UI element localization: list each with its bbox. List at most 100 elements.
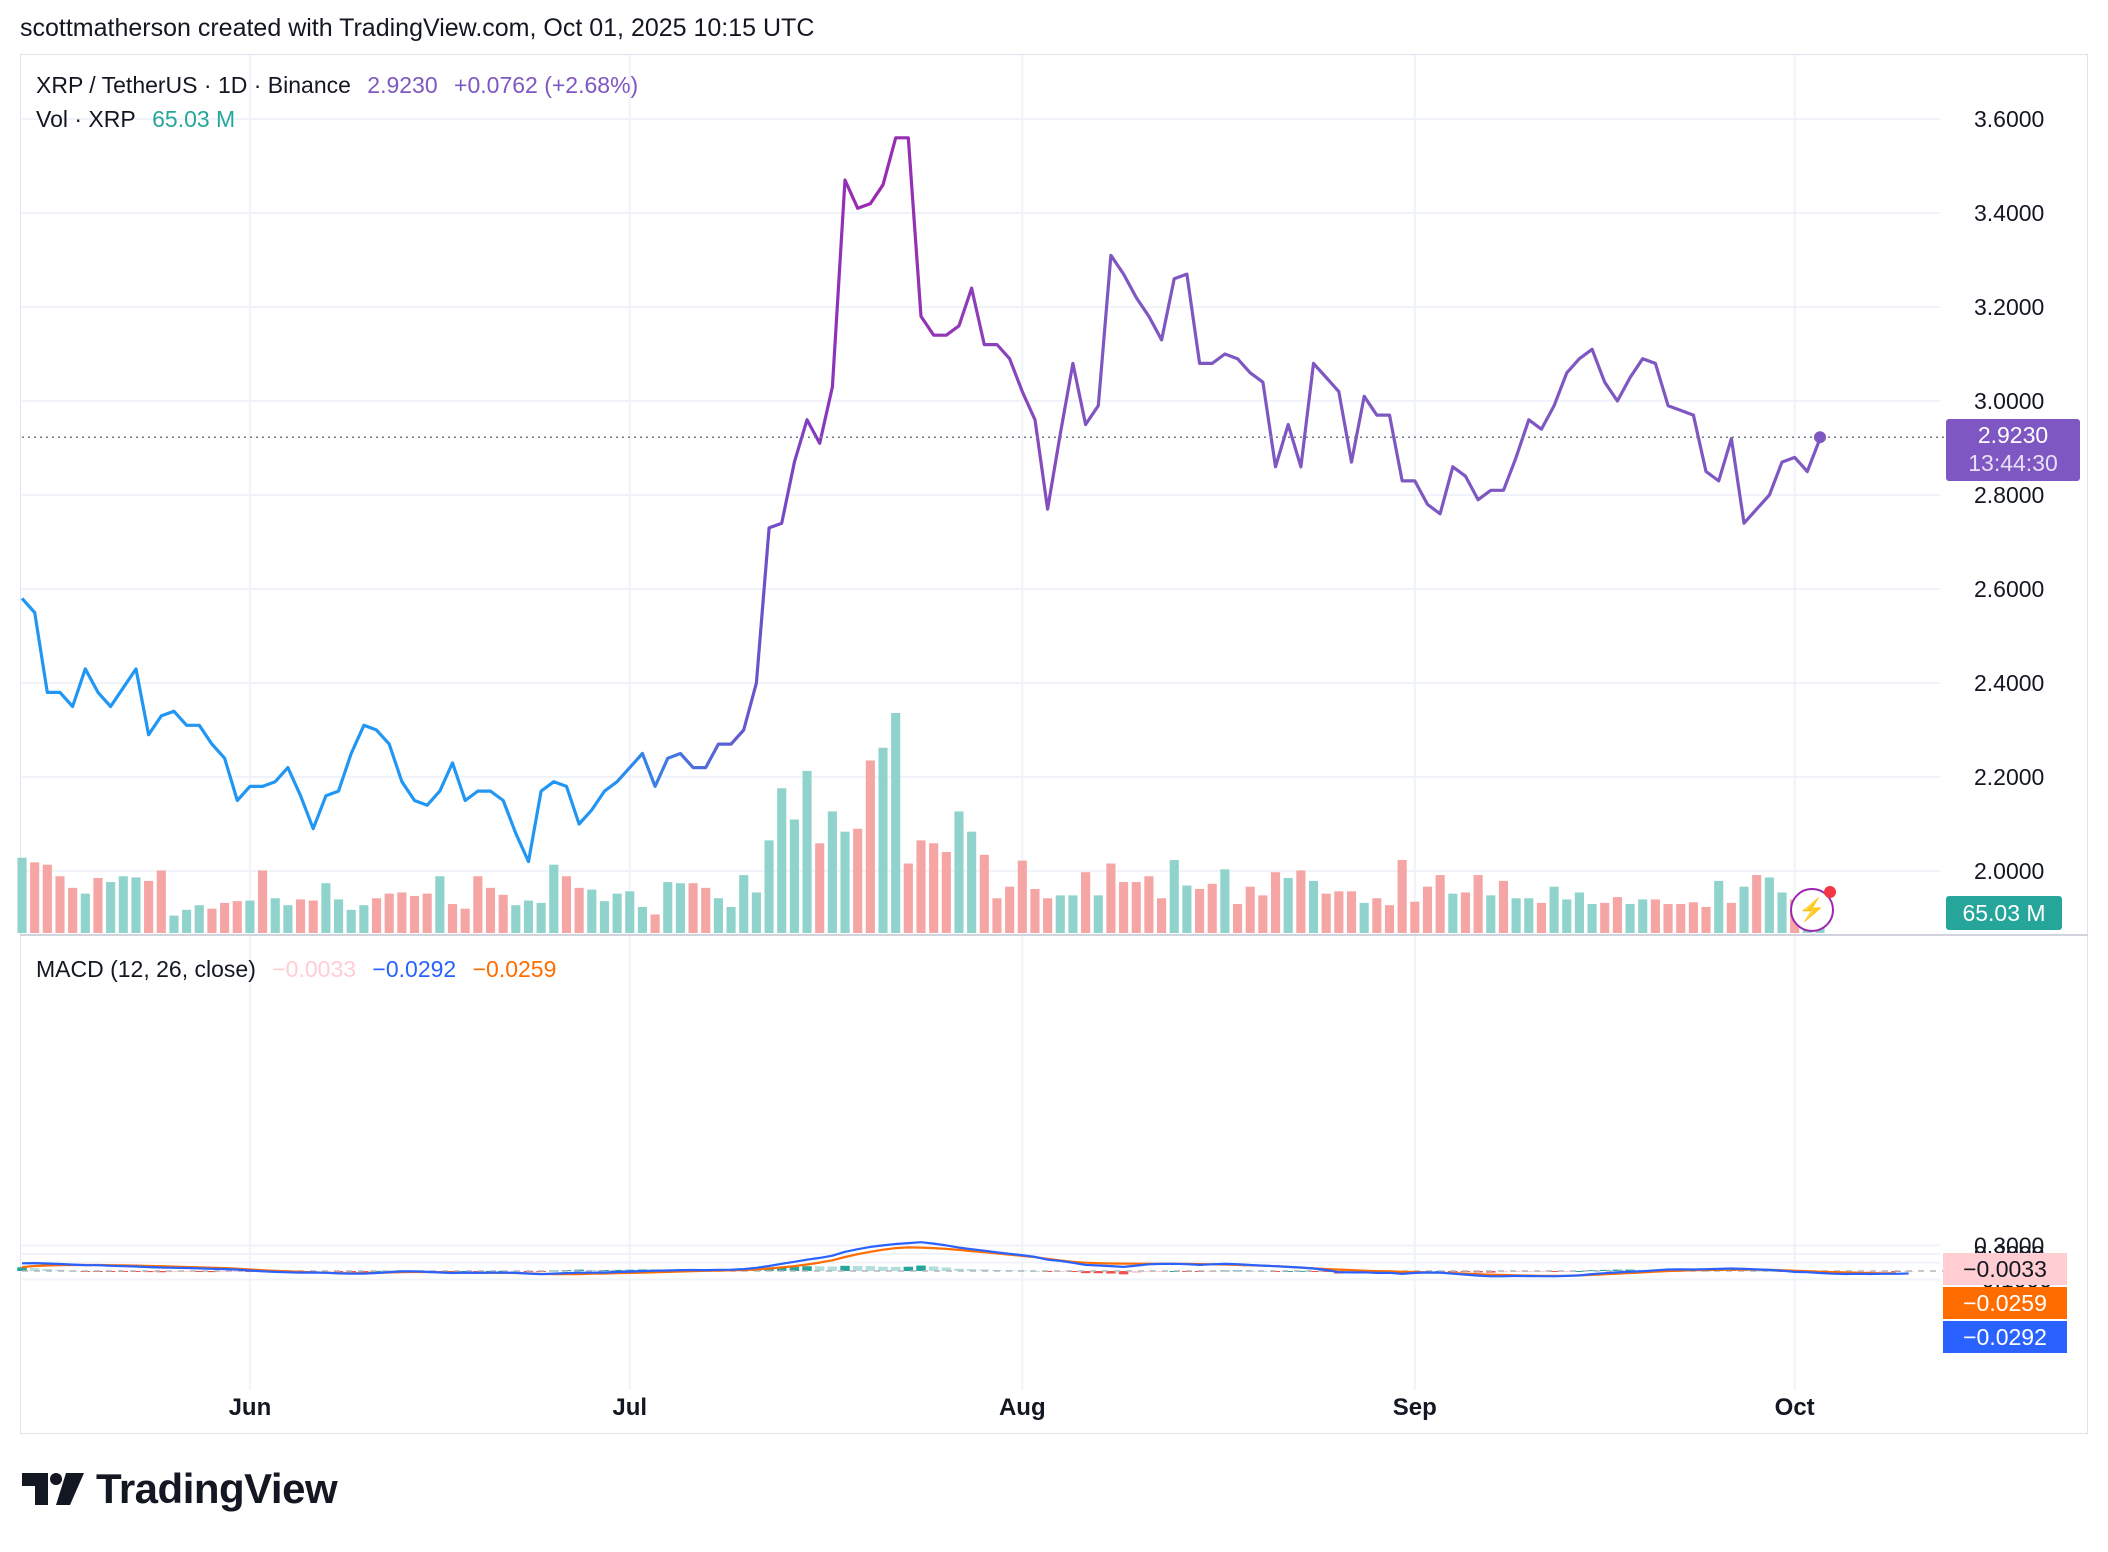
volume-bar — [1308, 880, 1319, 933]
volume-bar — [1638, 899, 1648, 933]
macd-line-tag: −0.0292 — [1943, 1321, 2067, 1353]
volume-value: 65.03 M — [152, 106, 236, 132]
volume-bar — [1663, 904, 1673, 933]
volume-bar — [1270, 872, 1281, 933]
chart-caption: scottmatherson created with TradingView.… — [20, 14, 815, 42]
volume-bar — [1207, 883, 1217, 933]
volume-bar — [1587, 904, 1597, 933]
volume-bar — [1612, 897, 1622, 933]
volume-bar — [308, 900, 318, 933]
macd-histogram-bar — [827, 1266, 838, 1271]
price-tick-label: 2.4000 — [1974, 670, 2044, 696]
grid-lines — [20, 55, 2088, 1390]
volume-bar — [371, 898, 382, 933]
volume-label[interactable]: Vol · XRP — [36, 106, 136, 132]
volume-bar — [663, 882, 673, 933]
volume-bar — [1714, 880, 1724, 933]
macd-histogram-bar — [207, 1271, 217, 1273]
macd-histogram-bar — [1296, 1270, 1306, 1272]
macd-label[interactable]: MACD (12, 26, close) — [36, 956, 256, 982]
volume-legend: Vol · XRP 65.03 M — [36, 106, 245, 133]
notification-dot — [1824, 886, 1836, 898]
volume-bar — [1131, 882, 1141, 933]
volume-bar — [1435, 875, 1445, 933]
volume-bar — [1625, 904, 1635, 933]
macd-histogram-bar — [1055, 1271, 1066, 1272]
volume-bar — [207, 908, 217, 933]
volume-bar — [549, 864, 559, 933]
volume-bar — [1283, 878, 1293, 933]
volume-bar — [422, 893, 432, 933]
macd-histogram-bar — [1511, 1271, 1521, 1272]
volume-bar — [1676, 904, 1686, 933]
volume-bar — [1093, 895, 1103, 933]
volume-bar — [954, 811, 964, 933]
volume-bar — [1296, 870, 1306, 933]
volume-bar — [1017, 860, 1027, 933]
macd-histogram-bar — [181, 1271, 192, 1273]
lightning-icon[interactable]: ⚡ — [1790, 886, 1836, 932]
volume-bar — [144, 880, 154, 933]
macd-histogram-bar — [1599, 1269, 1610, 1271]
volume-bar — [523, 900, 534, 933]
volume-bar — [903, 863, 913, 933]
macd-histogram-bar — [371, 1270, 382, 1272]
volume-bar — [967, 831, 977, 933]
price-tick-label: 3.4000 — [1974, 200, 2044, 226]
price-line — [20, 136, 1822, 864]
macd-signal-value: −0.0259 — [472, 956, 557, 982]
price-tick-label: 3.0000 — [1974, 388, 2044, 414]
volume-bar — [1650, 899, 1660, 933]
volume-bar — [30, 862, 40, 933]
macd-histogram-bar — [1739, 1270, 1749, 1272]
tradingview-wordmark: TradingView — [96, 1465, 338, 1512]
macd-histogram-bar — [852, 1265, 863, 1271]
volume-bar — [1334, 891, 1344, 933]
macd-series — [17, 1241, 1946, 1278]
volume-bar — [156, 870, 166, 933]
volume-bar — [625, 891, 635, 933]
volume-bar — [321, 883, 331, 933]
volume-bar — [346, 909, 356, 933]
macd-histogram-bar — [1144, 1271, 1154, 1272]
macd-histogram-bar — [612, 1269, 622, 1271]
volume-bar — [1169, 860, 1179, 933]
tradingview-logo-icon — [22, 1473, 84, 1505]
macd-histogram-bar — [473, 1271, 483, 1272]
macd-histogram-bar — [169, 1271, 179, 1273]
price-tick-label: 2.0000 — [1974, 858, 2044, 884]
volume-bar — [979, 854, 989, 933]
volume-bar — [511, 905, 521, 933]
volume-bar — [1498, 880, 1509, 933]
macd-histogram-bar — [979, 1269, 990, 1271]
last-price-dot — [1814, 431, 1826, 444]
volume-bar — [1600, 902, 1610, 933]
volume-bar — [840, 831, 850, 933]
price-tag: 2.9230 13:44:30 — [1946, 419, 2080, 481]
tradingview-logo[interactable]: TradingView — [22, 1465, 338, 1513]
macd-histogram-bar — [625, 1269, 635, 1271]
macd-histogram-bar — [802, 1266, 812, 1271]
macd-histogram-bar — [1536, 1271, 1547, 1272]
volume-bar — [55, 876, 65, 933]
macd-histogram-bar — [156, 1271, 167, 1273]
volume-bar — [460, 908, 470, 933]
volume-bar — [637, 906, 647, 933]
volume-bar — [333, 899, 344, 933]
symbol-label[interactable]: XRP / TetherUS · 1D · Binance — [36, 72, 351, 98]
macd-histogram-bar — [143, 1271, 154, 1273]
volume-bar — [1549, 886, 1559, 933]
macd-legend: MACD (12, 26, close) −0.0033 −0.0292 −0.… — [36, 956, 566, 983]
macd-histogram-bar — [1321, 1271, 1331, 1273]
macd-histogram-bar — [814, 1266, 825, 1271]
price-legend: XRP / TetherUS · 1D · Binance 2.9230 +0.… — [36, 72, 648, 99]
volume-bar — [726, 906, 736, 933]
macd-histogram-bar — [1751, 1270, 1762, 1272]
price-tick-label: 3.6000 — [1974, 106, 2044, 132]
volume-bar — [1511, 898, 1521, 933]
macd-histogram-bar — [219, 1271, 230, 1273]
macd-histogram-bar — [1612, 1269, 1623, 1271]
macd-histogram-bar — [903, 1266, 914, 1271]
volume-bar — [536, 902, 546, 933]
